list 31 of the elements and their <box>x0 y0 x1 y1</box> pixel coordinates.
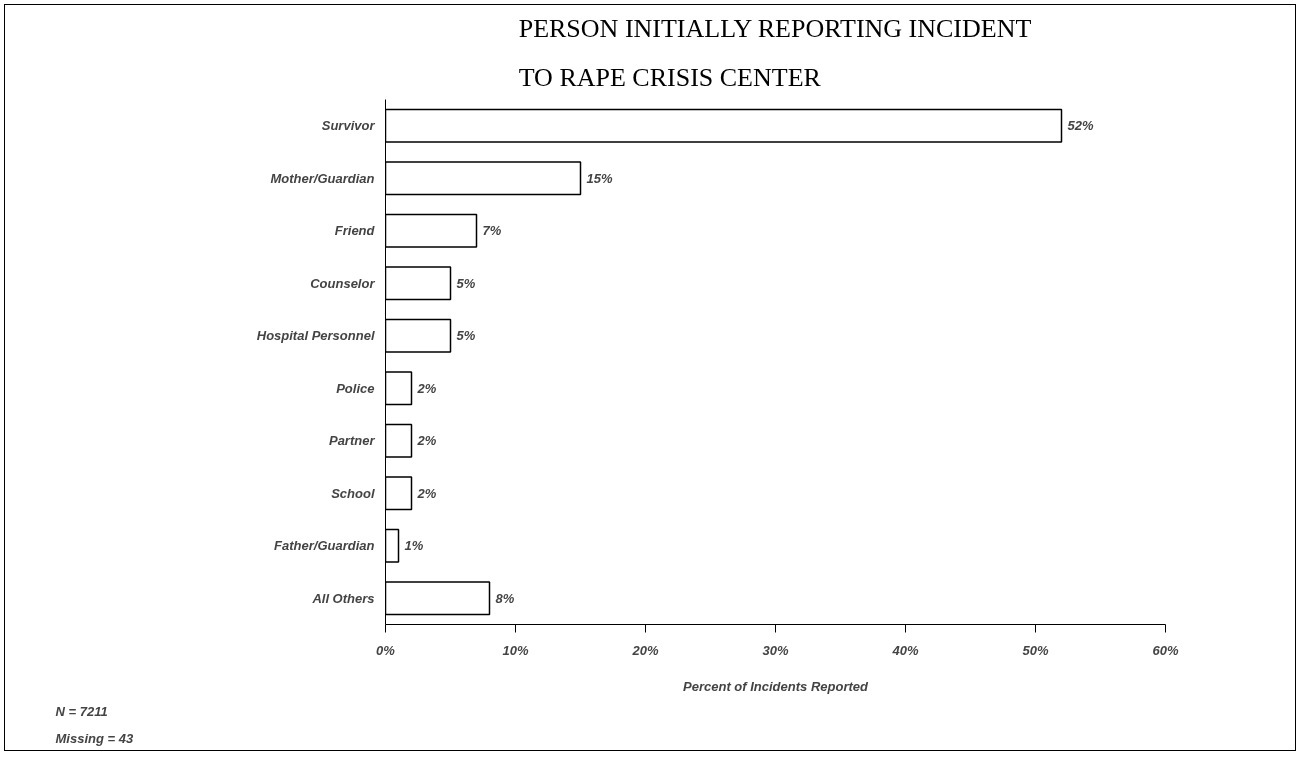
data-label: 1% <box>404 538 424 554</box>
y-tick-label: Mother/Guardian <box>270 170 375 186</box>
y-tick-label: Hospital Personnel <box>256 328 375 344</box>
x-tick-label: 10% <box>502 642 529 658</box>
x-tick-label: 50% <box>1022 642 1049 658</box>
data-label: 5% <box>456 328 476 344</box>
x-tick-label: 30% <box>762 642 789 658</box>
data-label: 15% <box>586 170 613 186</box>
y-tick-label: All Others <box>311 590 375 606</box>
data-label: 52% <box>1067 118 1094 134</box>
chart-title: PERSON INITIALLY REPORTING INCIDENT TO RAPE CRISIS CENTER <box>518 14 1032 93</box>
data-label: 2% <box>416 433 437 449</box>
x-tick-label: 20% <box>631 642 659 658</box>
x-tick-label: 0% <box>376 642 396 658</box>
text: Missing = 43 <box>55 730 134 746</box>
data-label: 8% <box>495 590 515 606</box>
y-tick-label: School <box>331 485 375 501</box>
x-axis-title: Percent of Incidents Reported <box>683 678 870 694</box>
y-tick-label: Father/Guardian <box>274 538 375 554</box>
data-label: 5% <box>456 275 476 291</box>
data-label: 2% <box>416 380 437 396</box>
text: N = 7211 <box>55 703 108 719</box>
y-tick-label: Partner <box>328 433 376 449</box>
y-tick-label: Counselor <box>310 275 376 291</box>
y-tick-label: Police <box>336 380 375 396</box>
y-tick-label: Friend <box>334 223 376 239</box>
y-tick-label: Survivor <box>321 118 376 134</box>
x-tick-label: 60% <box>1152 642 1179 658</box>
data-label: 2% <box>416 485 437 501</box>
data-label: 7% <box>482 223 502 239</box>
x-tick-label: 40% <box>891 642 919 658</box>
